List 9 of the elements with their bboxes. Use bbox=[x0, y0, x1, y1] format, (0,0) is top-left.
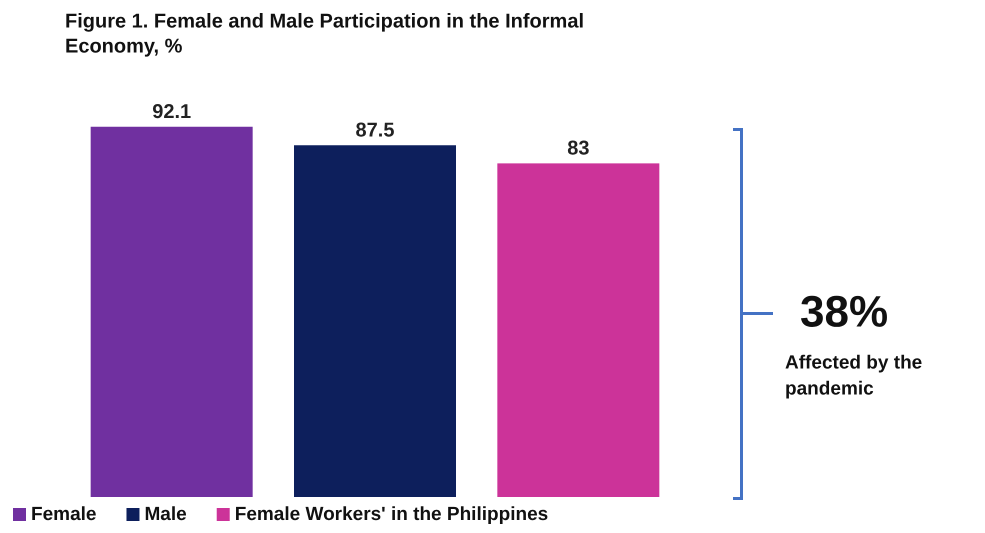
legend-label: Female Workers' in the Philippines bbox=[234, 504, 548, 525]
data-label: 92.1 bbox=[152, 100, 192, 123]
data-label: 87.5 bbox=[356, 119, 394, 142]
legend-label: Female bbox=[31, 504, 96, 525]
legend-label: Male bbox=[144, 504, 187, 525]
chart-title: Figure 1. Female and Male Participation in the Informal Economy, % bbox=[65, 10, 590, 58]
text: 38% bbox=[800, 288, 888, 336]
text: Affected by the pandemic bbox=[785, 352, 928, 400]
data-label: 83 bbox=[567, 137, 590, 160]
